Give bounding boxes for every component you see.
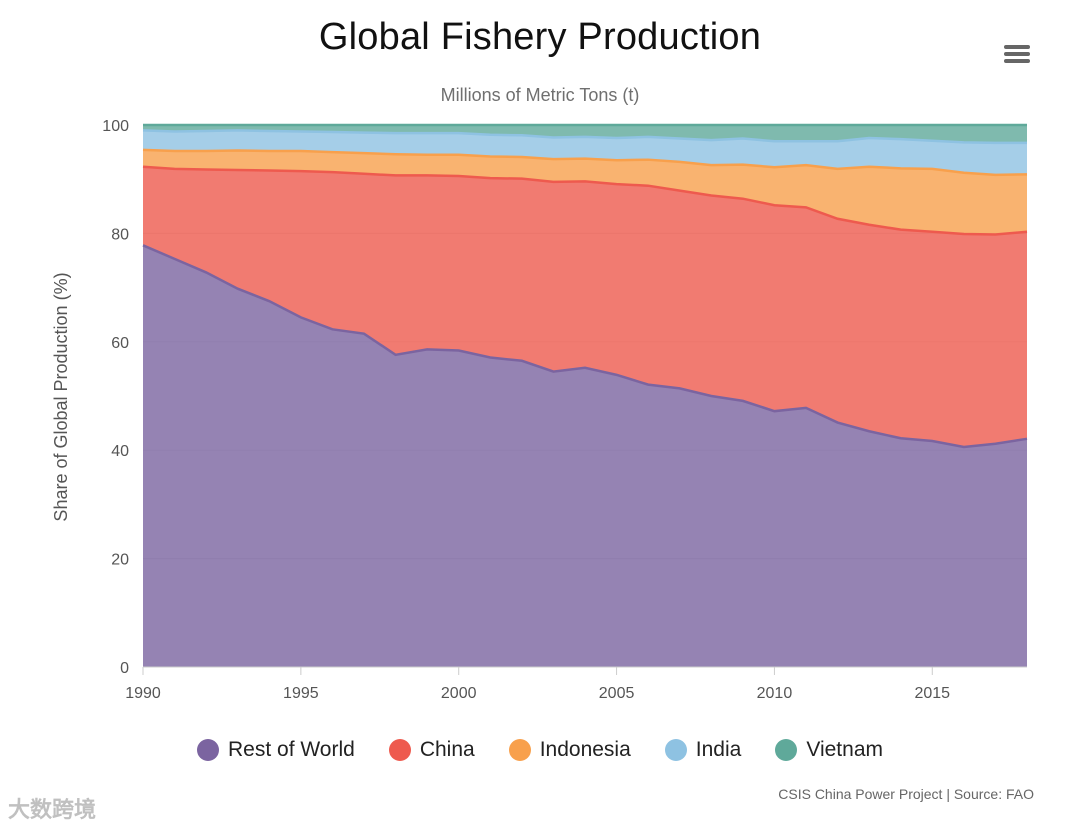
legend-item-india[interactable]: India (664, 738, 742, 762)
legend-item-vietnam[interactable]: Vietnam (775, 738, 883, 762)
x-tick-label: 2005 (599, 685, 635, 702)
menu-bar (1004, 52, 1030, 56)
line-india (142, 129, 1027, 145)
menu-bar (1004, 45, 1030, 49)
area-rest-of-world (143, 245, 1027, 667)
legend-label: India (695, 738, 742, 761)
area-china (143, 166, 1027, 447)
legend-item-rest-of-world[interactable]: Rest of World (197, 738, 355, 762)
x-tick-label: 2010 (757, 685, 793, 702)
legend-label: Rest of World (228, 738, 355, 761)
x-tick-label: 1990 (125, 685, 161, 702)
hamburger-menu-icon[interactable] (1000, 40, 1032, 70)
area-indonesia (143, 149, 1027, 235)
y-tick-label: 100 (102, 118, 129, 135)
legend-swatch-icon (775, 739, 798, 761)
legend-swatch-icon (388, 739, 411, 761)
legend-label: China (419, 738, 475, 761)
legend-item-indonesia[interactable]: Indonesia (508, 738, 631, 762)
y-axis-title: Share of Global Production (%) (51, 272, 71, 521)
legend-swatch-icon (508, 739, 531, 761)
y-tick-label: 60 (111, 335, 129, 352)
legend-swatch-icon (664, 739, 687, 761)
x-tick-label: 2015 (914, 685, 950, 702)
menu-bar (1004, 59, 1030, 63)
watermark: 大数跨境 (8, 797, 97, 822)
y-tick-label: 40 (111, 443, 129, 460)
credits[interactable]: CSIS China Power Project | Source: FAO (778, 786, 1034, 802)
chart-title: Global Fishery Production (318, 16, 762, 58)
line-rest-of-world (142, 244, 1028, 449)
chart-subtitle: Millions of Metric Tons (t) (440, 85, 640, 105)
legend-label: Vietnam (806, 738, 883, 761)
chart-legend: Rest of World China Indonesia India Vietnam (0, 738, 1080, 762)
y-tick-label: 20 (111, 552, 129, 569)
line-indonesia (142, 148, 1028, 177)
legend-label: Indonesia (539, 738, 631, 761)
y-tick-label: 0 (120, 660, 129, 677)
stacked-area-chart: 0 20 40 60 80 100 1990 1995 2000 2005 2010 2015 Shar… (51, 118, 1028, 702)
area-vietnam (143, 125, 1027, 143)
y-tick-label: 80 (111, 226, 129, 243)
legend-swatch-icon (197, 739, 219, 761)
legend-item-china[interactable]: China (388, 738, 475, 762)
x-tick-label: 2000 (441, 685, 477, 702)
x-tick-label: 1995 (283, 685, 319, 702)
line-china (142, 165, 1028, 236)
